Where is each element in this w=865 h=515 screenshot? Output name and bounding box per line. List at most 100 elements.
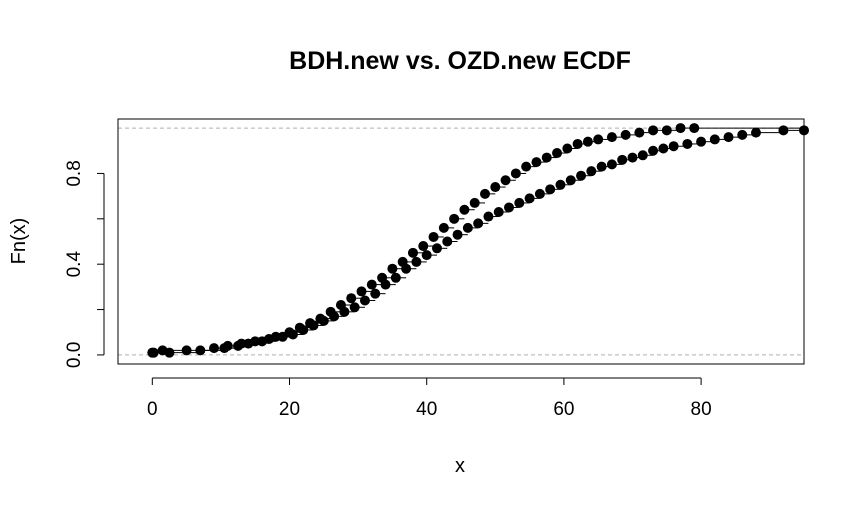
ecdf-point xyxy=(428,231,439,242)
ecdf-point xyxy=(164,347,175,358)
x-tick-label: 40 xyxy=(416,399,437,420)
ecdf-point xyxy=(411,256,422,267)
ecdf-point xyxy=(473,218,484,229)
ecdf-point xyxy=(469,197,480,208)
reference-lines xyxy=(118,127,804,356)
y-axis-label: Fn(x) xyxy=(8,218,30,265)
ecdf-point xyxy=(723,132,734,143)
ecdf-point xyxy=(270,331,281,342)
ecdf-point xyxy=(661,125,672,136)
ecdf-point xyxy=(209,343,220,354)
ecdf-point xyxy=(541,152,552,163)
ecdf-point xyxy=(637,150,648,161)
ecdf-point xyxy=(359,295,370,306)
ecdf-point xyxy=(387,263,398,274)
ecdf-point xyxy=(562,143,573,154)
ecdf-point xyxy=(617,154,628,165)
ecdf-point xyxy=(449,213,460,224)
ecdf-point xyxy=(442,236,453,247)
ecdf-point xyxy=(407,247,418,258)
ecdf-point xyxy=(648,125,659,136)
ecdf-point xyxy=(500,175,511,186)
ecdf-point xyxy=(696,136,707,147)
y-tick-label: 0.0 xyxy=(64,342,85,368)
x-tick-label: 80 xyxy=(691,399,712,420)
ecdf-point xyxy=(459,204,470,215)
ecdf-point xyxy=(596,161,607,172)
ecdf-point xyxy=(349,302,360,313)
ecdf-point xyxy=(421,250,432,261)
ecdf-point xyxy=(545,184,556,195)
ecdf-point xyxy=(689,123,700,134)
ecdf-point xyxy=(305,318,316,329)
ecdf-point xyxy=(565,175,576,186)
ecdf-point xyxy=(315,313,326,324)
x-tick-label: 60 xyxy=(553,399,574,420)
ecdf-point xyxy=(552,148,563,159)
ecdf-point xyxy=(582,136,593,147)
ecdf-point xyxy=(452,229,463,240)
ecdf-point xyxy=(634,127,645,138)
ecdf-point xyxy=(284,327,295,338)
ecdf-point xyxy=(243,338,254,349)
ecdf-point xyxy=(233,340,244,351)
ecdf-point xyxy=(593,134,604,145)
ecdf-point xyxy=(377,272,388,283)
ecdf-point xyxy=(397,256,408,267)
ecdf-point xyxy=(181,345,192,356)
ecdf-point xyxy=(490,182,501,193)
y-axis: 0.0 0.4 0.8 xyxy=(64,160,105,368)
ecdf-point xyxy=(514,197,525,208)
ecdf-point xyxy=(438,222,449,233)
series-1 xyxy=(147,125,809,358)
ecdf-point xyxy=(778,125,789,136)
ecdf-point xyxy=(586,166,597,177)
ecdf-point xyxy=(504,202,515,213)
ecdf-point xyxy=(709,134,720,145)
ecdf-point xyxy=(572,138,583,149)
x-tick-label: 0 xyxy=(147,399,158,420)
ecdf-point xyxy=(510,168,521,179)
ecdf-point xyxy=(627,152,638,163)
ecdf-point xyxy=(620,129,631,140)
ecdf-point xyxy=(356,286,367,297)
ecdf-point xyxy=(294,322,305,333)
ecdf-point xyxy=(390,272,401,283)
ecdf-point xyxy=(346,293,357,304)
ecdf-point xyxy=(531,157,542,168)
x-axis: 0 20 40 60 80 xyxy=(147,377,712,420)
ecdf-point xyxy=(195,345,206,356)
ecdf-point xyxy=(366,279,377,290)
ecdf-point xyxy=(431,243,442,254)
ecdf-point xyxy=(257,336,268,347)
ecdf-point xyxy=(148,347,159,358)
ecdf-point xyxy=(555,179,566,190)
ecdf-point xyxy=(606,159,617,170)
ecdf-point xyxy=(370,288,381,299)
ecdf-point xyxy=(534,188,545,199)
series-2 xyxy=(148,123,804,358)
ecdf-point xyxy=(576,170,587,181)
ecdf-point xyxy=(750,127,761,138)
plot-frame xyxy=(117,118,805,365)
ecdf-point xyxy=(493,207,504,218)
ecdf-point xyxy=(480,188,491,199)
ecdf-point xyxy=(335,300,346,311)
y-tick-label: 0.4 xyxy=(64,251,85,278)
ecdf-point xyxy=(668,141,679,152)
ecdf-point xyxy=(682,138,693,149)
chart-title: BDH.new vs. OZD.new ECDF xyxy=(289,47,631,75)
ecdf-point xyxy=(462,222,473,233)
y-tick-label: 0.8 xyxy=(64,160,85,186)
ecdf-point xyxy=(675,123,686,134)
ecdf-point xyxy=(483,211,494,222)
ecdf-point xyxy=(219,343,230,354)
ecdf-point xyxy=(524,193,535,204)
ecdf-point xyxy=(521,161,532,172)
ecdf-point xyxy=(658,143,669,154)
x-tick-label: 20 xyxy=(279,399,300,420)
ecdf-point xyxy=(737,129,748,140)
ecdf-point xyxy=(606,132,617,143)
x-axis-label: x xyxy=(455,455,465,477)
